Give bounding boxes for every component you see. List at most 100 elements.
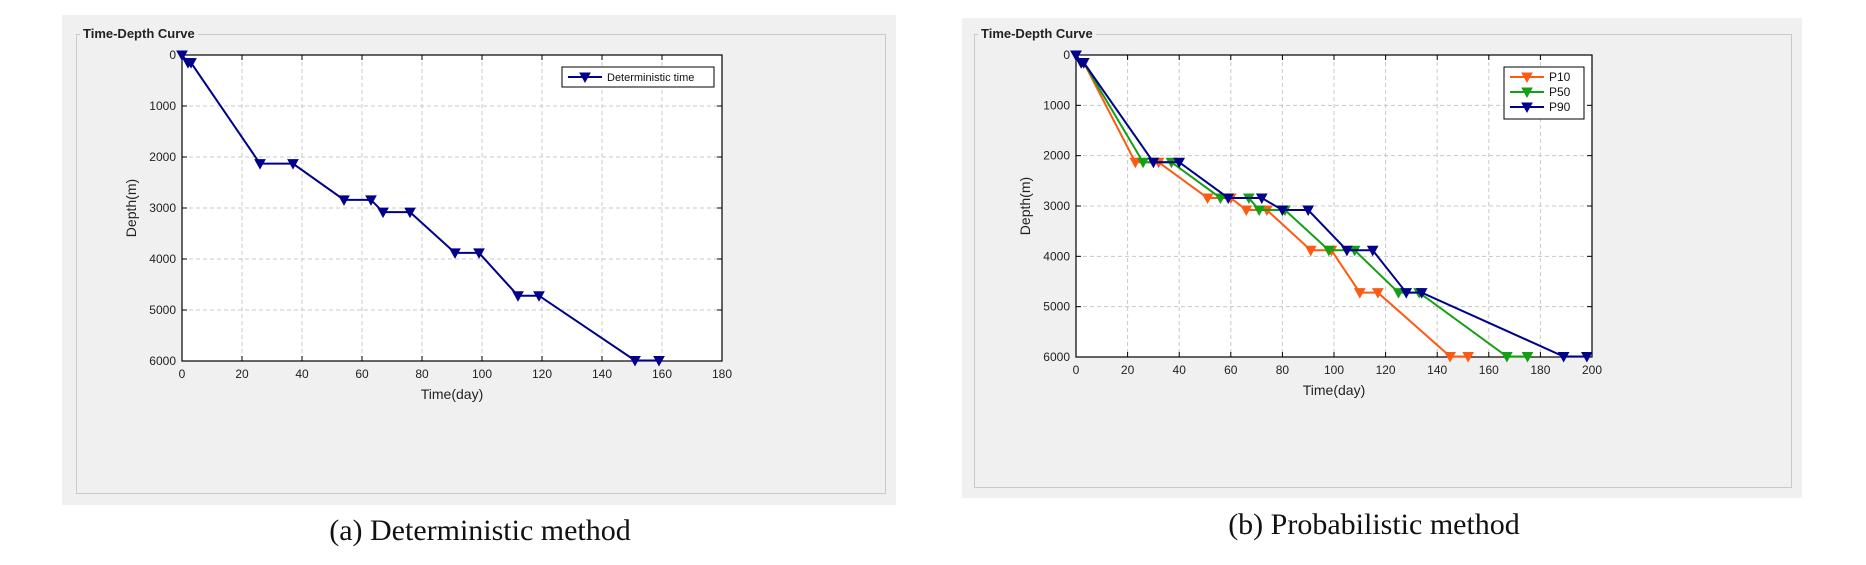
right-time-depth-chart: 0 20 40 60 80 100 120 140 160 180 2000100020003000…: [1017, 48, 1602, 398]
legend-swatch-marker: [1521, 102, 1533, 114]
x-tick-label: 60: [1224, 363, 1238, 377]
data-point: [512, 291, 524, 302]
y-tick-label: 1000: [149, 99, 176, 113]
data-point: [1392, 288, 1405, 299]
x-tick-label: 0: [179, 367, 186, 381]
legend-label: P50: [1549, 85, 1571, 99]
legend-label: P10: [1549, 70, 1571, 84]
data-point: [1222, 193, 1235, 204]
data-point: [1077, 58, 1090, 69]
x-tick-label: 20: [235, 367, 249, 381]
data-point: [287, 159, 299, 170]
data-point: [1070, 50, 1082, 62]
y-tick-label: 3000: [1043, 199, 1070, 213]
x-tick-label: 80: [1276, 363, 1290, 377]
data-point: [1415, 288, 1428, 299]
y-tick-label: 0: [1063, 48, 1070, 62]
data-point: [1341, 245, 1353, 257]
left-group-title: Time-Depth Curve: [80, 26, 198, 41]
data-point: [1366, 245, 1379, 257]
x-tick-label: 180: [1530, 363, 1550, 377]
data-point: [1255, 193, 1268, 204]
data-point: [338, 195, 350, 206]
data-point: [1302, 205, 1315, 217]
data-point: [1276, 205, 1289, 217]
y-tick-label: 4000: [1043, 249, 1070, 263]
x-tick-label: 180: [712, 367, 732, 381]
x-tick-label: 40: [295, 367, 309, 381]
x-tick-label: 120: [1376, 363, 1396, 377]
data-point: [1353, 288, 1366, 299]
data-point: [1137, 157, 1149, 169]
x-tick-label: 60: [355, 367, 369, 381]
x-tick-label: 80: [415, 367, 429, 381]
x-tick-label: 0: [1073, 363, 1080, 377]
right-group-title: Time-Depth Curve: [978, 26, 1096, 41]
data-point: [1444, 351, 1456, 363]
data-point: [1253, 205, 1266, 217]
legend-swatch-marker: [1521, 87, 1533, 99]
legend: Deterministic time: [561, 66, 715, 88]
y-tick-label: 4000: [149, 252, 176, 266]
series-deterministic-time: [176, 50, 665, 367]
x-tick-label: 100: [472, 367, 492, 381]
data-point: [1147, 157, 1160, 169]
grid: [182, 55, 722, 361]
legend-swatch-marker: [1521, 72, 1533, 84]
y-axis-label: Depth(m): [1017, 177, 1033, 235]
x-tick-label: 160: [652, 367, 672, 381]
y-tick-label: 3000: [149, 201, 176, 215]
data-point: [629, 355, 641, 367]
y-tick-label: 6000: [149, 354, 176, 368]
x-tick-label: 200: [1582, 363, 1602, 377]
y-tick-label: 1000: [1043, 98, 1070, 112]
x-axis-label: Time(day): [1303, 382, 1366, 398]
x-tick-label: 20: [1121, 363, 1135, 377]
y-tick-label: 5000: [149, 303, 176, 317]
data-point: [176, 50, 188, 62]
y-tick-label: 2000: [149, 150, 176, 164]
data-point: [377, 207, 389, 219]
legend-swatch-marker: [579, 72, 591, 84]
right-group-box: [974, 34, 1792, 488]
legend-box: [561, 66, 715, 88]
data-point: [533, 291, 545, 302]
y-axis-label: Depth(m): [123, 179, 139, 237]
data-point: [1173, 157, 1186, 169]
data-point: [1501, 351, 1513, 363]
data-point: [1214, 193, 1227, 204]
right-caption: (b) Probabilistic method: [1228, 508, 1520, 541]
data-point: [404, 207, 416, 219]
data-point: [1322, 245, 1335, 257]
data-point: [1557, 351, 1570, 363]
data-point: [1201, 193, 1214, 204]
left-group-box: [76, 34, 886, 494]
data-point: [365, 195, 377, 206]
x-tick-label: 40: [1173, 363, 1187, 377]
y-tick-label: 5000: [1043, 300, 1070, 314]
x-tick-label: 140: [1427, 363, 1447, 377]
data-point: [1240, 205, 1253, 217]
left-time-depth-chart: 0 20 40 60 80 100 120 140 160 180 0 1000 2000 3000 400…: [123, 48, 732, 402]
y-tick-label: 6000: [1043, 350, 1070, 364]
left-caption: (a) Deterministic method: [329, 514, 631, 547]
data-point: [473, 248, 485, 259]
data-point: [1129, 157, 1142, 169]
x-tick-label: 100: [1324, 363, 1344, 377]
data-point: [185, 58, 197, 69]
data-point: [1462, 351, 1475, 363]
data-point: [1304, 245, 1317, 257]
series-p90: [1070, 50, 1593, 363]
x-tick-label: 140: [592, 367, 612, 381]
data-point: [1580, 351, 1593, 363]
x-axis-label: Time(day): [421, 386, 484, 402]
data-point: [254, 159, 266, 170]
data-point: [1521, 351, 1534, 363]
y-tick-label: 0: [169, 48, 176, 62]
legend-label: Deterministic time: [607, 72, 694, 84]
data-point: [653, 355, 665, 367]
data-point: [1372, 288, 1384, 299]
legend-label: P90: [1549, 100, 1571, 114]
y-tick-label: 2000: [1043, 149, 1070, 163]
